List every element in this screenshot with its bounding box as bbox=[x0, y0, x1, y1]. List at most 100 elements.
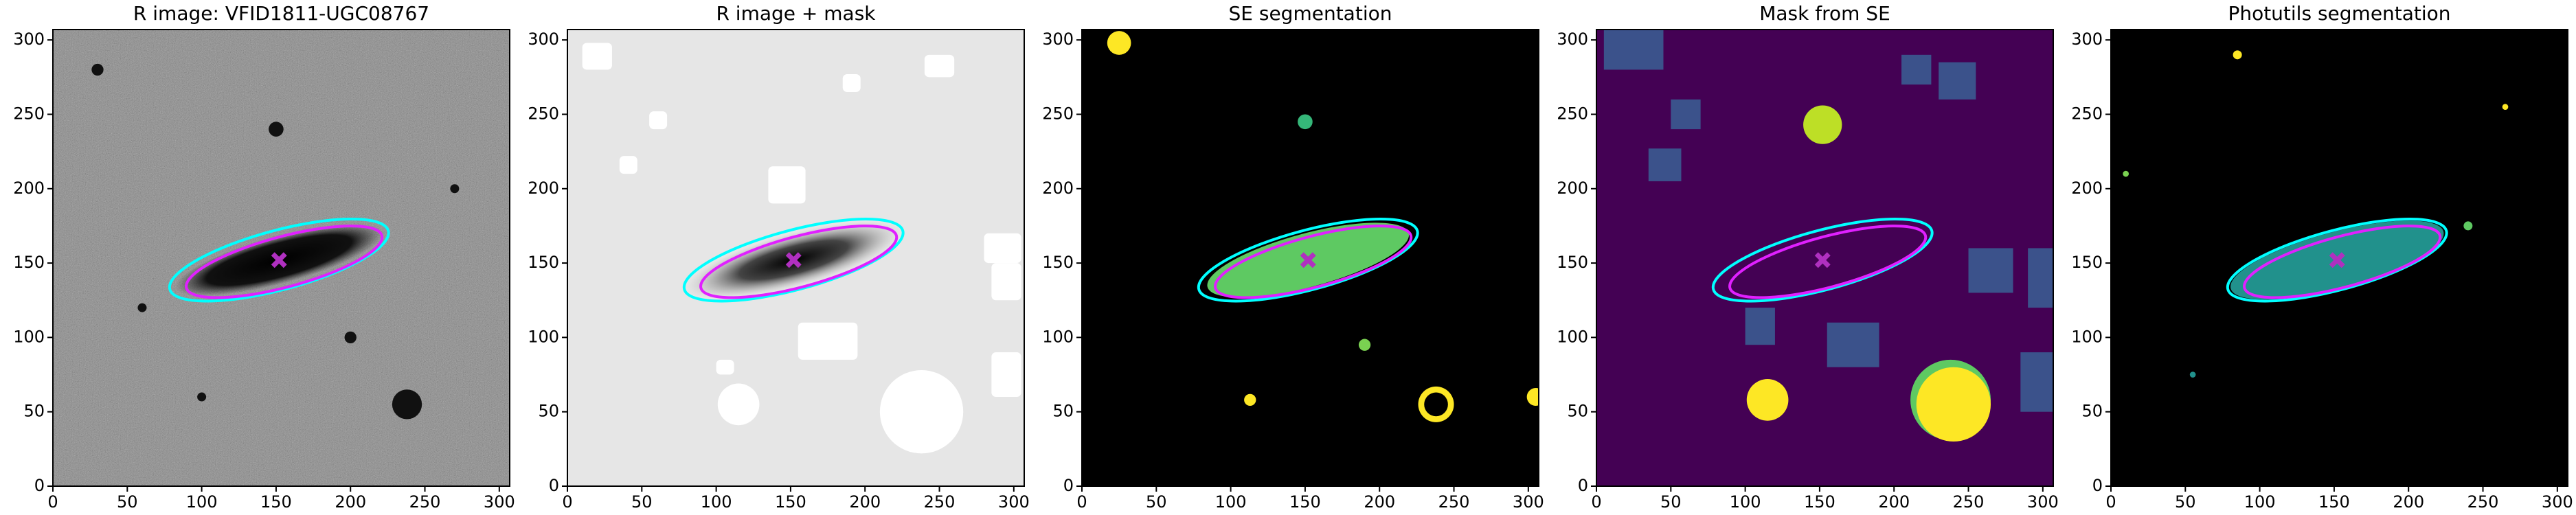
mask-box bbox=[768, 166, 806, 204]
y-tick-label: 150 bbox=[1557, 253, 1588, 272]
center-marker bbox=[785, 252, 802, 268]
axes-frame bbox=[1596, 29, 2054, 487]
blob bbox=[197, 392, 207, 402]
x-tick-label: 50 bbox=[117, 492, 138, 512]
blob bbox=[1244, 393, 1256, 407]
mask-box bbox=[1901, 54, 1932, 85]
x-tick-label: 250 bbox=[1438, 492, 1470, 512]
blob bbox=[1526, 388, 1539, 407]
fit-ellipse-outer bbox=[1197, 218, 1419, 303]
y-tick-label: 0 bbox=[1578, 476, 1588, 495]
x-tick-label: 200 bbox=[1364, 492, 1395, 512]
y-tick-label: 50 bbox=[538, 402, 559, 421]
panel: R image + mask 0 50 100 150 200 250 300 0 50 100 15… bbox=[528, 2, 1030, 512]
center-marker bbox=[1814, 252, 1831, 268]
x-tick-label: 300 bbox=[484, 492, 515, 512]
blob bbox=[1916, 367, 1991, 442]
x-tick-label: 150 bbox=[775, 492, 806, 512]
mask-box bbox=[1968, 248, 2013, 293]
x-tick-label: 300 bbox=[998, 492, 1030, 512]
panel-title: Mask from SE bbox=[1759, 2, 1890, 25]
mask-box bbox=[2028, 248, 2053, 308]
fit-ellipse-outer bbox=[1711, 218, 1934, 303]
fit-ellipse-inner bbox=[185, 225, 384, 299]
x-tick-label: 200 bbox=[335, 492, 366, 512]
image bbox=[2111, 30, 2568, 486]
y-tick-label: 100 bbox=[13, 327, 45, 346]
y-tick-label: 100 bbox=[528, 327, 559, 346]
x-tick-label: 100 bbox=[1730, 492, 1761, 512]
fit-ellipse-inner bbox=[1728, 225, 1928, 299]
y-tick-label: 0 bbox=[1063, 476, 1074, 495]
x-tick-label: 50 bbox=[631, 492, 653, 512]
y-tick-label: 150 bbox=[1042, 253, 1074, 272]
image bbox=[53, 30, 510, 486]
y-tick-label: 0 bbox=[2092, 476, 2103, 495]
y-tick-label: 0 bbox=[549, 476, 559, 495]
x-tick-label: 0 bbox=[2105, 492, 2116, 512]
blob bbox=[2189, 371, 2196, 378]
mask-box bbox=[582, 43, 612, 70]
y-tick-label: 250 bbox=[13, 104, 45, 123]
mask-box bbox=[798, 322, 858, 360]
y-tick-label: 300 bbox=[1557, 30, 1588, 49]
image bbox=[1082, 30, 1539, 486]
x-tick-label: 300 bbox=[1513, 492, 1544, 512]
mask-box bbox=[924, 54, 955, 78]
mask-box bbox=[1827, 322, 1879, 367]
x-tick-label: 100 bbox=[1215, 492, 1247, 512]
x-tick-label: 150 bbox=[1289, 492, 1321, 512]
y-tick-label: 250 bbox=[528, 104, 559, 123]
blob bbox=[1358, 339, 1371, 351]
blob bbox=[344, 331, 357, 344]
x-tick-label: 100 bbox=[2244, 492, 2276, 512]
fit-ellipse-inner bbox=[1214, 225, 1413, 299]
y-tick-label: 100 bbox=[1042, 327, 1074, 346]
center-marker bbox=[271, 252, 287, 268]
y-tick-label: 150 bbox=[2071, 253, 2103, 272]
x-tick-label: 300 bbox=[2542, 492, 2573, 512]
x-tick-label: 0 bbox=[1591, 492, 1601, 512]
x-tick-label: 0 bbox=[47, 492, 58, 512]
image bbox=[567, 30, 1024, 486]
panel: Mask from SE 0 50 100 150 200 250 300 0 50 100 150 2… bbox=[1557, 2, 2059, 512]
x-tick-label: 150 bbox=[260, 492, 292, 512]
panel: Photutils segmentation 0 50 100 150 200 250 300… bbox=[2071, 2, 2573, 512]
fit-ellipse-inner bbox=[699, 225, 899, 299]
blob bbox=[2463, 221, 2473, 231]
y-tick-label: 50 bbox=[23, 402, 45, 421]
blob bbox=[450, 184, 460, 194]
x-tick-label: 50 bbox=[2175, 492, 2196, 512]
y-tick-label: 250 bbox=[1557, 104, 1588, 123]
x-tick-label: 0 bbox=[562, 492, 572, 512]
y-tick-label: 200 bbox=[13, 179, 45, 198]
y-tick-label: 300 bbox=[528, 30, 559, 49]
x-tick-label: 200 bbox=[2393, 492, 2424, 512]
mask-box bbox=[2020, 352, 2053, 412]
y-tick-label: 100 bbox=[1557, 327, 1588, 346]
blob bbox=[269, 122, 284, 137]
panel-title: R image: VFID1811-UGC08767 bbox=[133, 2, 429, 25]
blob bbox=[2123, 170, 2129, 177]
x-tick-label: 250 bbox=[409, 492, 441, 512]
mask-box bbox=[1939, 62, 1976, 100]
x-tick-label: 100 bbox=[186, 492, 218, 512]
x-tick-label: 250 bbox=[2467, 492, 2499, 512]
y-tick-label: 50 bbox=[1567, 402, 1588, 421]
y-tick-label: 50 bbox=[1052, 402, 1074, 421]
mask-box bbox=[991, 352, 1021, 398]
blob bbox=[2233, 50, 2242, 60]
panel-title: Photutils segmentation bbox=[2228, 2, 2450, 25]
panel: SE segmentation 0 50 100 150 200 250 300 0 50 100 1… bbox=[1042, 2, 1544, 512]
mask-box bbox=[716, 359, 734, 375]
mask-box bbox=[984, 233, 1021, 264]
fit-ellipse-inner bbox=[2243, 225, 2442, 299]
x-tick-label: 250 bbox=[924, 492, 956, 512]
blob bbox=[879, 370, 964, 454]
blob bbox=[137, 303, 147, 312]
axes-frame bbox=[52, 29, 510, 487]
y-tick-label: 100 bbox=[2071, 327, 2103, 346]
y-tick-label: 150 bbox=[13, 253, 45, 272]
mask-box bbox=[991, 263, 1021, 301]
